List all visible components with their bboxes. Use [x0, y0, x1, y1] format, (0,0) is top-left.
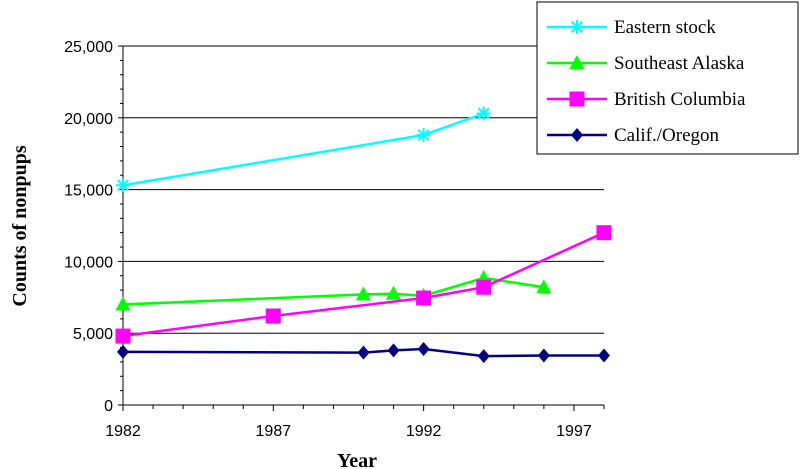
data-point: [265, 308, 281, 324]
data-point: [356, 286, 371, 301]
y-axis-title: Counts of nonpups: [9, 145, 31, 306]
data-point: [357, 345, 370, 360]
data-point: [117, 344, 129, 359]
legend-label: Eastern stock: [614, 17, 716, 38]
axes: [118, 45, 605, 411]
x-tick-label: 1992: [406, 423, 442, 440]
data-point: [115, 296, 131, 311]
series-group: [115, 106, 612, 364]
y-tick-label: 0: [104, 398, 113, 415]
y-tick-label: 10,000: [64, 254, 113, 271]
data-point: [476, 279, 492, 295]
data-point: [596, 225, 612, 241]
legend-marker: [571, 128, 583, 142]
legend-label: British Columbia: [614, 89, 746, 110]
x-tick-label: 1982: [105, 423, 141, 440]
y-tick-label: 25,000: [64, 39, 113, 56]
x-axis-title: Year: [337, 450, 377, 469]
data-point: [116, 178, 130, 193]
data-point: [476, 106, 491, 121]
legend-marker: [570, 20, 584, 34]
legend: Eastern stock Southeast Alaska British Col…: [536, 1, 799, 155]
series-line: [122, 112, 485, 187]
series-british-columbia: [115, 225, 612, 344]
x-tick-label: 1987: [256, 423, 292, 440]
gridlines: [123, 45, 604, 334]
data-point: [416, 128, 431, 143]
data-point: [536, 279, 552, 294]
data-point: [386, 285, 402, 300]
legend-marker: [569, 91, 585, 107]
x-tick-label: 1997: [556, 423, 592, 440]
series-calif-oregon: [117, 341, 610, 364]
y-tick-label: 15,000: [64, 183, 113, 200]
series-eastern-stock: [116, 106, 491, 193]
tick-labels: 0 5,000 10,000 15,000 20,000 25,000 1982 1987 19…: [64, 39, 592, 440]
series-line: [122, 276, 545, 306]
data-point: [115, 328, 131, 344]
y-tick-label: 5,000: [73, 326, 113, 343]
legend-label: Calif./Oregon: [614, 125, 720, 146]
y-tick-label: 20,000: [64, 111, 113, 128]
legend-marker: [569, 55, 585, 69]
data-point: [477, 349, 490, 364]
data-point: [598, 348, 610, 363]
data-point: [537, 348, 550, 363]
legend-label: Southeast Alaska: [614, 53, 745, 74]
data-point: [417, 341, 430, 356]
data-point: [387, 343, 400, 358]
data-point: [416, 290, 432, 306]
